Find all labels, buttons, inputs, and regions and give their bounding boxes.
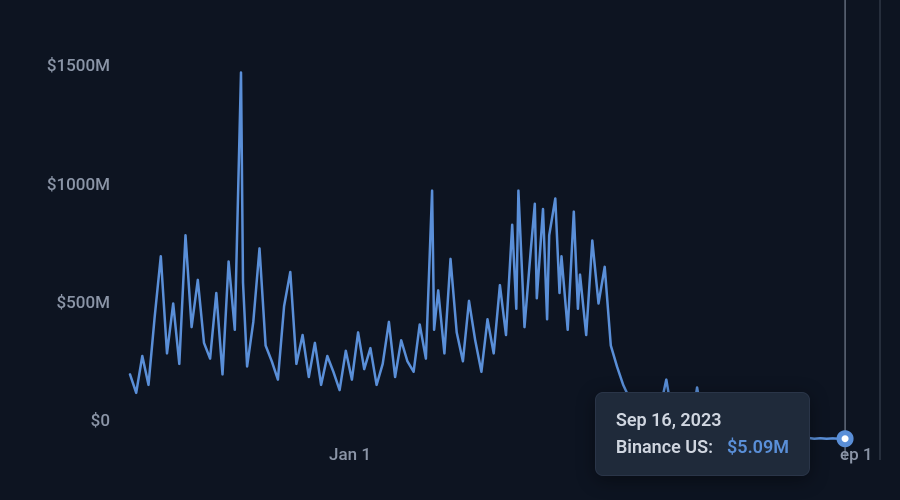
volume-chart: $1500M $1000M $500M $0 Jan 1 ep 1 Sep 16…	[0, 0, 900, 500]
chart-svg	[130, 20, 880, 440]
tooltip-label: Binance US:	[616, 434, 713, 461]
y-tick-500: $500M	[0, 293, 110, 313]
chart-tooltip: Sep 16, 2023 Binance US: $5.09M	[595, 392, 810, 476]
x-tick-jan1: Jan 1	[329, 445, 371, 465]
y-tick-1000: $1000M	[0, 175, 110, 195]
tooltip-value: $5.09M	[727, 434, 789, 461]
plot-area[interactable]	[130, 20, 880, 440]
tooltip-date: Sep 16, 2023	[616, 407, 789, 434]
y-tick-0: $0	[0, 411, 110, 431]
y-tick-1500: $1500M	[0, 56, 110, 76]
hover-marker	[839, 433, 851, 445]
series-line	[130, 73, 845, 439]
